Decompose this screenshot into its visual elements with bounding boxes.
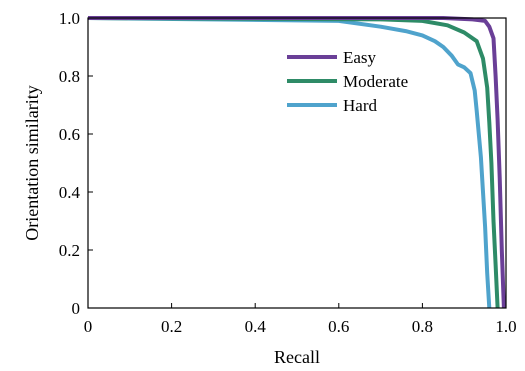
series-line-moderate	[87, 16, 500, 309]
legend-label-easy: Easy	[343, 48, 377, 67]
x-tick-label: 1.0	[495, 317, 516, 336]
plot-frame	[87, 17, 507, 309]
x-tick-label: 0.8	[412, 317, 433, 336]
x-tick-label: 0	[84, 317, 93, 336]
legend-label-hard: Hard	[343, 96, 377, 115]
x-tick-label: 0.6	[328, 317, 349, 336]
series-line-hard	[87, 16, 492, 309]
x-tick-label: 0.4	[245, 317, 267, 336]
y-tick-label: 0.8	[59, 67, 80, 86]
y-tick-label: 0.6	[59, 125, 80, 144]
y-tick-label: 0.2	[59, 241, 80, 260]
y-axis-title: Orientation similarity	[22, 85, 42, 240]
legend: Easy Moderate Hard	[287, 48, 408, 115]
series-layer	[87, 16, 506, 309]
x-axis-title: Recall	[274, 347, 320, 367]
plot-area	[88, 18, 506, 308]
y-tick-label: 0.4	[59, 183, 81, 202]
ticks-layer: 0 0.2 0.4 0.6 0.8 1.0 0 0.2 0.4 0.6 0.8 1.0	[59, 9, 517, 336]
y-tick-label: 1.0	[59, 9, 80, 28]
y-tick-label: 0	[72, 299, 81, 318]
legend-label-moderate: Moderate	[343, 72, 408, 91]
x-tick-label: 0.2	[161, 317, 182, 336]
series-line-easy	[88, 16, 506, 309]
